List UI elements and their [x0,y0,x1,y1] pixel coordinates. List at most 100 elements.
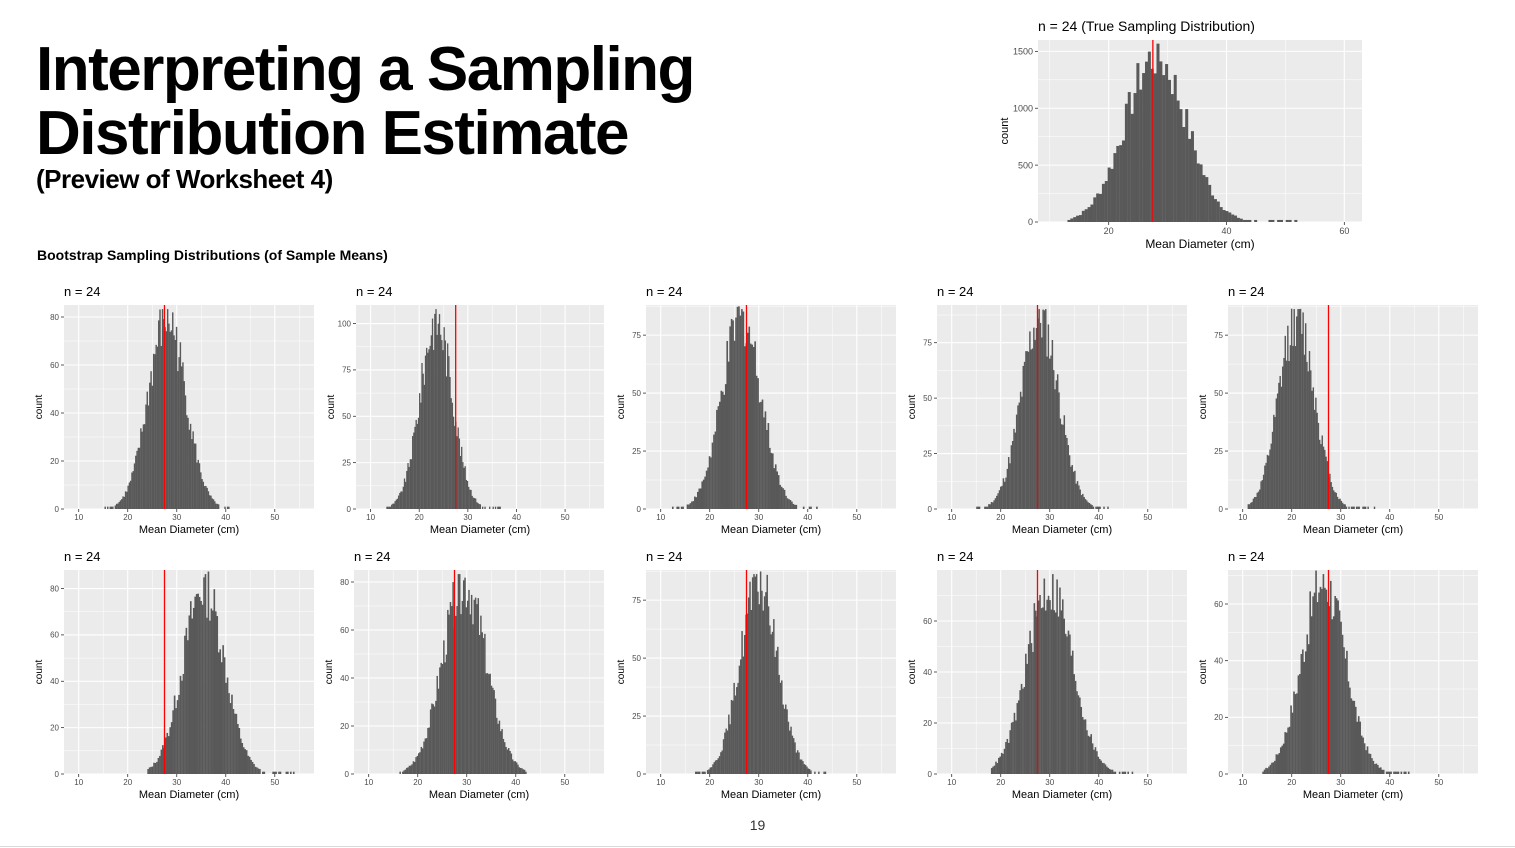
histogram-bar [1060,610,1063,774]
histogram-bar [708,769,710,774]
y-tick-label: 40 [340,674,349,683]
histogram-bar [1236,217,1240,222]
histogram-bar [1211,195,1215,222]
histogram-bar [1290,308,1293,509]
histogram-bar [408,765,411,774]
histogram-bar [441,663,444,774]
histogram-bar [1054,389,1056,509]
x-axis-label: Mean Diameter (cm) [139,524,239,536]
histogram-bar [169,727,172,774]
histogram-bar [707,467,709,509]
x-tick-label: 50 [1434,778,1443,787]
histogram-bar [1066,636,1068,774]
histogram-bar [1062,424,1064,509]
histogram-bar [1281,745,1284,774]
y-tick-label: 75 [923,338,932,347]
histogram-bar [1185,109,1189,222]
histogram-bar [714,431,717,509]
histogram-bar [1393,771,1395,774]
histogram-bar [1091,743,1094,774]
histogram-bar [395,499,397,509]
histogram-bar [1340,500,1343,509]
histogram-bar [451,606,453,774]
histogram-bar [1110,168,1114,222]
histogram-bar [131,472,133,509]
histogram-bar [1325,589,1328,774]
histogram-bar [200,600,202,774]
histogram-bar [1303,354,1306,509]
histogram-bar [1266,454,1269,509]
histogram-bar [701,481,704,509]
histogram-bar [773,468,776,509]
histogram-bar [1106,766,1108,774]
histogram-bar [1051,340,1054,509]
histogram-bar [741,631,743,774]
histogram-bar [1029,630,1031,774]
histogram-bar [781,680,783,774]
histogram-bar [393,503,395,509]
histogram-bar [423,384,426,509]
histogram-bar [402,771,404,774]
histogram-bar [1043,578,1046,774]
histogram-bar [1268,219,1272,222]
histogram-bar [214,501,216,509]
histogram-bar [164,737,167,774]
histogram-bar [203,486,206,509]
y-axis-label: count [34,395,45,420]
histogram-bar [459,455,462,509]
histogram-bar [506,749,509,774]
histogram-bar [1279,219,1283,222]
histogram-bar [414,426,416,509]
histogram-bar [702,771,705,774]
true-sampling-distribution-chart: 20 40 60 0 500 1000 1500 n = 24 (True Sampling … [999,18,1362,251]
histogram-bar [1100,760,1102,774]
histogram-bar [238,727,241,774]
y-tick-label: 20 [50,723,59,732]
histogram-bar [766,429,768,509]
histogram-bar [1247,504,1250,509]
histogram-bar [1242,219,1246,222]
histogram-bar [142,424,145,509]
histogram-bar [1022,365,1025,509]
histogram-bar [1350,506,1353,509]
histogram-bar [223,657,226,774]
histogram-bar [1216,201,1220,222]
histogram-bar [478,504,480,509]
histogram-bar [1052,574,1054,774]
histogram-bar [217,652,220,774]
histogram-bar [192,431,194,509]
histogram-bar [1264,465,1266,509]
histogram-bar [1041,337,1043,509]
histogram-bar [677,506,680,509]
y-tick-label: 80 [50,584,59,593]
histogram-bar [723,394,726,509]
histogram-bar [133,463,136,509]
histogram-bar [278,771,280,774]
histogram-bar [726,730,729,774]
histogram-bar [776,471,779,509]
histogram-bar [746,332,749,509]
histogram-bar [263,771,266,774]
histogram-bar [695,497,698,509]
histogram-bar [1131,771,1134,774]
histogram-bar [1268,455,1270,509]
histogram-bar [802,506,805,509]
histogram-bar [774,464,777,509]
histogram-bar [1090,204,1094,222]
histogram-bar [1123,771,1125,774]
histogram-bar [155,344,157,509]
histogram-bar [498,720,501,774]
histogram-bar [1313,409,1316,509]
histogram-bar [691,501,693,509]
histogram-bar [400,491,402,509]
histogram-bar [501,729,503,774]
histogram-bar [1274,760,1276,774]
histogram-bar [254,766,257,774]
histogram-bar [762,610,764,774]
histogram-bar [1315,397,1317,509]
histogram-bar [1271,762,1273,774]
histogram-bar [1058,392,1060,509]
histogram-bar [452,416,455,509]
histogram-bar [152,353,155,509]
histogram-bar [493,690,495,774]
